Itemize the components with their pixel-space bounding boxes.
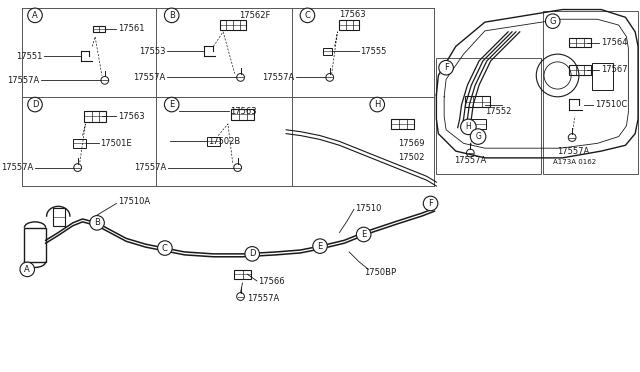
Text: A: A: [32, 11, 38, 20]
Bar: [465, 96, 490, 108]
Text: 17566: 17566: [259, 276, 285, 286]
Bar: [84, 111, 106, 122]
Text: 17557A: 17557A: [1, 163, 33, 172]
Bar: [339, 20, 359, 30]
Text: B: B: [94, 218, 100, 227]
Bar: [391, 119, 413, 129]
Bar: [73, 139, 86, 148]
Circle shape: [28, 97, 42, 112]
Text: 17510: 17510: [355, 204, 381, 213]
Circle shape: [356, 227, 371, 242]
Circle shape: [245, 247, 259, 261]
Circle shape: [28, 8, 42, 23]
Bar: [234, 270, 251, 279]
Bar: [569, 65, 591, 74]
Text: E: E: [317, 241, 323, 251]
Text: 1750BP: 1750BP: [364, 268, 396, 277]
Text: 17563: 17563: [230, 107, 257, 116]
Bar: [436, 58, 541, 174]
Bar: [53, 208, 65, 226]
Circle shape: [20, 262, 35, 277]
Circle shape: [164, 97, 179, 112]
Text: 17557A: 17557A: [133, 73, 165, 82]
Bar: [591, 63, 613, 90]
Text: 17567: 17567: [601, 65, 627, 74]
Circle shape: [157, 241, 172, 255]
Circle shape: [300, 8, 315, 23]
Text: 17561: 17561: [118, 25, 145, 33]
Circle shape: [313, 239, 327, 253]
Text: H: H: [465, 122, 471, 131]
Circle shape: [470, 129, 486, 144]
Text: 17551: 17551: [16, 52, 42, 61]
Text: 17555: 17555: [360, 47, 387, 56]
Text: A: A: [24, 265, 30, 274]
Bar: [323, 48, 332, 55]
Text: 17501E: 17501E: [100, 139, 132, 148]
Bar: [220, 20, 246, 31]
Text: 17569: 17569: [397, 139, 424, 148]
Text: 17502B: 17502B: [208, 137, 240, 146]
Text: D: D: [249, 249, 255, 259]
Circle shape: [164, 8, 179, 23]
Bar: [543, 12, 638, 174]
Circle shape: [90, 215, 104, 230]
Text: 17562F: 17562F: [239, 11, 271, 20]
Text: G: G: [550, 17, 556, 26]
Text: 17552: 17552: [485, 107, 511, 116]
Text: 17557A: 17557A: [247, 294, 280, 303]
Text: 17510A: 17510A: [118, 197, 150, 206]
Circle shape: [545, 14, 560, 28]
Text: 17502: 17502: [397, 153, 424, 163]
Text: 17557A: 17557A: [454, 156, 486, 165]
Text: 17557A: 17557A: [262, 73, 294, 82]
Text: A173A 0162: A173A 0162: [553, 159, 596, 165]
Bar: [93, 26, 106, 32]
Text: 17563: 17563: [339, 10, 366, 19]
Text: 17557A: 17557A: [7, 76, 40, 85]
Text: F: F: [428, 199, 433, 208]
Text: 17557A: 17557A: [134, 163, 166, 172]
Text: F: F: [444, 63, 449, 72]
Text: E: E: [169, 100, 174, 109]
Text: 17557A: 17557A: [557, 147, 589, 155]
Bar: [468, 119, 486, 129]
Bar: [231, 109, 253, 119]
Text: E: E: [361, 230, 366, 239]
Circle shape: [370, 97, 385, 112]
Text: G: G: [475, 132, 481, 141]
Text: H: H: [374, 100, 380, 109]
Text: D: D: [32, 100, 38, 109]
Text: 17510C: 17510C: [595, 100, 627, 109]
Bar: [207, 137, 220, 146]
Text: B: B: [169, 11, 175, 20]
Bar: [24, 228, 45, 262]
Text: 17563: 17563: [118, 112, 145, 121]
Text: C: C: [162, 244, 168, 253]
Circle shape: [461, 119, 476, 135]
Text: C: C: [305, 11, 310, 20]
Circle shape: [439, 60, 453, 75]
Text: 17553: 17553: [139, 47, 165, 56]
Circle shape: [423, 196, 438, 211]
Bar: [569, 38, 591, 47]
Text: 17564: 17564: [601, 38, 627, 47]
